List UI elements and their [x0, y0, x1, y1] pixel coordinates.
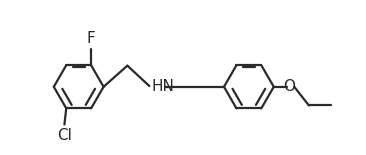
Text: HN: HN	[151, 79, 174, 94]
Text: F: F	[87, 31, 96, 46]
Text: Cl: Cl	[57, 128, 72, 143]
Text: O: O	[284, 79, 295, 94]
